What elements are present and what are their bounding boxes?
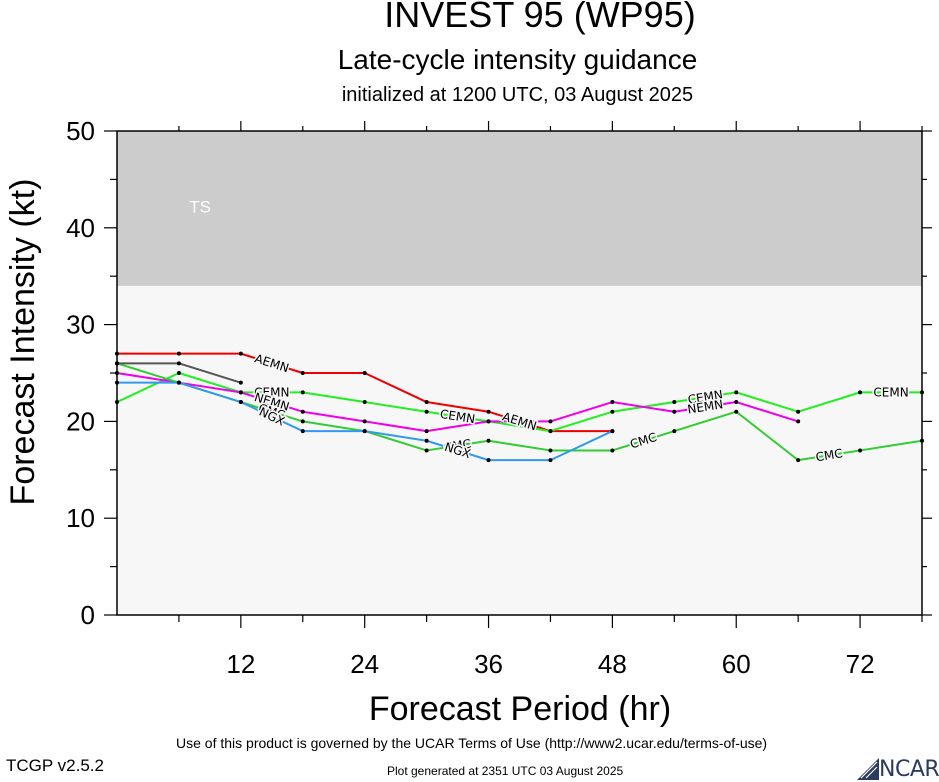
y-axis-label: Forecast Intensity (kt) (4, 179, 42, 506)
point-cmc (734, 409, 739, 414)
point-ngx (486, 458, 491, 463)
point-nemn (486, 419, 491, 424)
chart-title: INVEST 95 (WP95) (384, 0, 696, 35)
point-cemn (858, 390, 863, 395)
y-tick-label: 50 (66, 116, 95, 146)
point-ngx (300, 429, 305, 434)
point-cmc (610, 448, 615, 453)
point-aemn (300, 371, 305, 375)
point-ngx (176, 380, 181, 385)
chart-subtitle: Late-cycle intensity guidance (337, 44, 698, 75)
version-label: TCGP v2.5.2 (6, 756, 104, 775)
terms-of-use: Use of this product is governed by the U… (176, 735, 768, 751)
x-tick-label: 24 (350, 649, 379, 679)
point-cmc (424, 448, 429, 453)
x-tick-label: 60 (722, 649, 751, 679)
point-ngx (610, 429, 615, 434)
y-tick-label: 40 (66, 213, 95, 243)
point-cemn (548, 429, 553, 434)
point-cemn (300, 390, 305, 395)
point-cmc (300, 419, 305, 424)
series-line-nemn (116, 372, 799, 433)
point-cmc (486, 438, 491, 443)
ncar-logo-mark-icon (857, 758, 879, 780)
point-aemn (238, 351, 243, 356)
point-cemn (610, 409, 615, 414)
series-label-cmc: CMC (813, 445, 845, 466)
point-cmc (548, 448, 553, 453)
point-ngx (548, 458, 553, 463)
x-tick-label: 12 (226, 649, 255, 679)
series-line-cmc (116, 362, 923, 462)
series-label-text: CEMN (254, 385, 289, 399)
x-tick-label: 36 (474, 649, 503, 679)
series-label-text: CMC (815, 446, 844, 464)
point-aemn (486, 409, 491, 414)
point-unnamed (238, 380, 243, 385)
point-aemn (362, 371, 367, 375)
point-nemn (238, 390, 243, 395)
y-tick-label: 20 (66, 406, 95, 436)
ncar-logo-text: NCAR (879, 757, 939, 782)
y-tick-label: 0 (81, 600, 95, 630)
point-cemn (424, 409, 429, 414)
point-nemn (362, 419, 367, 424)
point-aemn (176, 351, 181, 356)
init-time: initialized at 1200 UTC, 03 August 2025 (341, 84, 694, 106)
point-ngx (238, 400, 243, 405)
series-label-text: CMC (443, 437, 472, 455)
series-label-text: CEMN (873, 385, 908, 399)
point-aemn (424, 400, 429, 405)
point-cemn (362, 400, 367, 405)
point-cemn (734, 390, 739, 395)
point-cemn (796, 409, 801, 414)
point-nemn (796, 419, 801, 424)
point-cemn (176, 371, 181, 375)
x-axis-label: Forecast Period (hr) (369, 690, 671, 728)
point-ngx (362, 429, 367, 434)
y-tick-label: 30 (66, 310, 95, 340)
band-label-ts: TS (189, 197, 211, 216)
point-cmc (672, 429, 677, 434)
point-nemn (548, 419, 553, 424)
band-ts (117, 131, 922, 286)
x-tick-label: 72 (846, 649, 875, 679)
series-label-cemn: CEMN (253, 384, 291, 401)
point-nemn (300, 409, 305, 414)
point-nemn (610, 400, 615, 405)
point-nemn (734, 400, 739, 405)
point-ngx (424, 438, 429, 443)
point-nemn (424, 429, 429, 434)
series-line-cemn (116, 372, 922, 433)
ncar-logo: NCAR (857, 756, 939, 782)
generated-time: Plot generated at 2351 UTC 03 August 202… (387, 764, 624, 778)
point-cemn (672, 400, 677, 405)
y-tick-label: 10 (66, 503, 95, 533)
point-nemn (672, 409, 677, 414)
x-tick-label: 48 (598, 649, 627, 679)
point-unnamed (176, 361, 181, 366)
point-cmc (796, 458, 801, 463)
series-label-cemn: CEMN (872, 384, 910, 401)
series-label-cmc: CMC (442, 435, 474, 456)
point-cmc (858, 448, 863, 453)
